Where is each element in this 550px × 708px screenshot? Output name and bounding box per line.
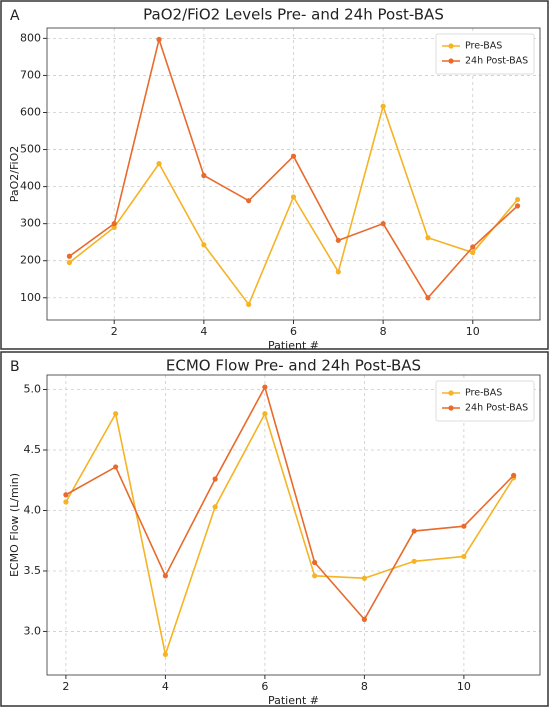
y-tick-label: 5.0 <box>24 383 42 396</box>
legend-label: 24h Post-BAS <box>465 56 528 67</box>
data-point <box>335 237 341 243</box>
data-point <box>290 194 297 200</box>
legend-label: Pre-BAS <box>465 388 502 399</box>
data-point <box>470 244 476 250</box>
y-tick-label: 500 <box>20 143 41 156</box>
data-point <box>246 301 252 308</box>
data-point <box>63 499 69 505</box>
data-point <box>361 575 367 581</box>
data-point <box>411 558 417 564</box>
data-point <box>425 235 431 241</box>
x-tick-label: 8 <box>361 680 368 693</box>
y-tick-label: 400 <box>20 180 41 193</box>
x-tick-label: 4 <box>162 680 169 693</box>
data-point <box>380 221 386 227</box>
legend-label: 24h Post-BAS <box>465 403 528 414</box>
data-point <box>212 476 218 482</box>
data-point <box>361 616 367 622</box>
x-axis-label: Patient # <box>268 339 319 352</box>
data-point <box>162 651 168 658</box>
data-point <box>312 559 318 566</box>
y-tick-label: 3.5 <box>24 564 42 577</box>
data-point <box>111 221 117 227</box>
legend: Pre-BAS 24h Post-BAS <box>435 380 535 422</box>
data-point <box>470 249 476 256</box>
y-tick-label: 600 <box>20 105 41 118</box>
data-point <box>262 384 268 390</box>
data-point <box>113 411 119 417</box>
x-tick-label: 2 <box>111 325 118 338</box>
data-point <box>312 573 318 579</box>
panel-frame <box>0 0 549 350</box>
data-point <box>246 198 252 204</box>
data-point <box>425 295 431 301</box>
data-point <box>66 259 73 266</box>
x-tick-label: 10 <box>466 325 480 338</box>
data-point <box>66 253 73 259</box>
x-tick-label: 10 <box>457 680 471 693</box>
data-point <box>262 411 268 417</box>
data-point <box>511 472 517 479</box>
data-point <box>201 172 207 179</box>
data-point <box>156 36 162 43</box>
y-tick-label: 4.5 <box>24 443 42 456</box>
data-point <box>201 242 207 248</box>
legend: Pre-BAS 24h Post-BAS <box>435 33 535 75</box>
x-tick-label: 6 <box>290 325 297 338</box>
plot-frame <box>46 374 541 676</box>
y-tick-label: 3.0 <box>24 624 42 637</box>
data-point <box>63 492 69 498</box>
y-tick-label: 4.0 <box>24 503 42 516</box>
y-tick-label: 100 <box>20 291 41 304</box>
legend-box <box>435 380 535 422</box>
data-point <box>461 523 467 529</box>
data-point <box>411 528 417 534</box>
data-point <box>290 153 297 159</box>
legend-label: Pre-BAS <box>465 41 502 52</box>
chart-title: ECMO Flow Pre- and 24h Post-BAS <box>166 357 421 375</box>
data-point <box>514 196 521 203</box>
x-tick-label: 2 <box>62 680 69 693</box>
x-tick-label: 8 <box>380 325 387 338</box>
legend-marker <box>448 43 454 49</box>
data-point <box>461 553 467 560</box>
data-point <box>113 464 119 470</box>
legend-marker <box>448 405 454 411</box>
x-axis-label: Patient # <box>268 694 319 707</box>
y-axis-label: ECMO Flow (L/min) <box>8 473 21 577</box>
legend-marker <box>448 390 454 396</box>
y-tick-label: 800 <box>20 31 41 44</box>
x-tick-label: 6 <box>261 680 268 693</box>
panel-frame <box>0 351 549 707</box>
y-axis-label: PaO2/FiO2 <box>8 146 21 202</box>
plot-frame <box>46 27 541 321</box>
data-point <box>111 224 117 230</box>
data-point <box>162 573 168 579</box>
data-point <box>212 504 218 510</box>
panel-label: A <box>10 8 20 24</box>
y-tick-label: 300 <box>20 217 41 230</box>
data-point <box>156 161 162 167</box>
x-tick-label: 4 <box>200 325 207 338</box>
panel-label: B <box>10 359 20 375</box>
legend-box <box>435 33 535 75</box>
series-line <box>65 384 515 621</box>
data-point <box>335 269 341 275</box>
data-point <box>514 203 521 209</box>
chart-title: PaO2/FiO2 Levels Pre- and 24h Post-BAS <box>143 6 444 24</box>
legend-marker <box>448 58 454 64</box>
data-point <box>380 103 386 109</box>
series-line <box>65 411 515 658</box>
y-tick-label: 700 <box>20 68 41 81</box>
y-tick-label: 200 <box>20 254 41 267</box>
